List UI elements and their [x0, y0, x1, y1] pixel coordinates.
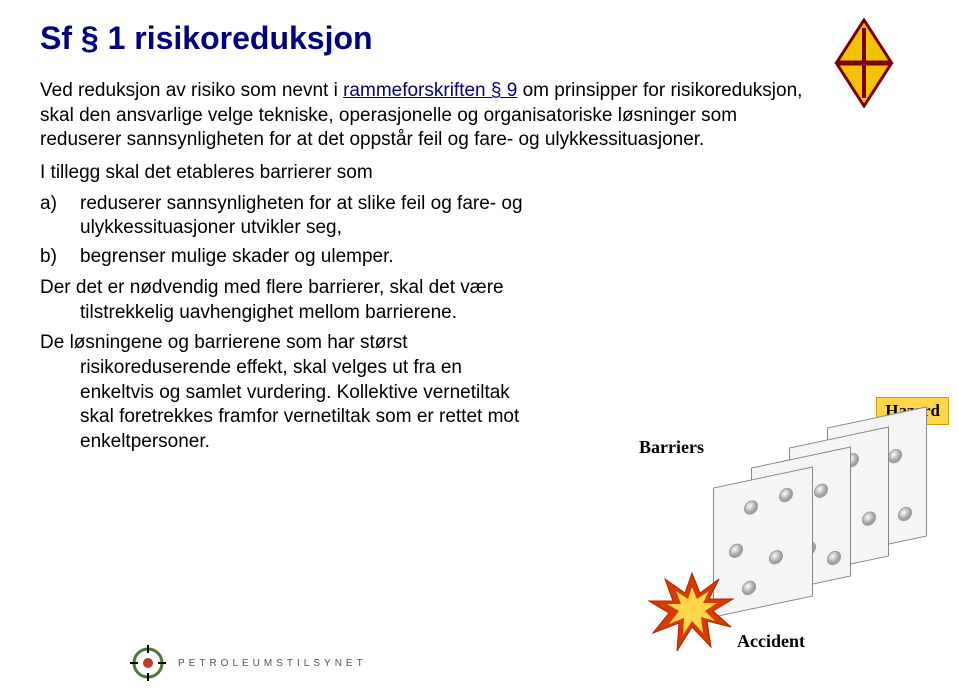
list-marker-b: b)	[40, 245, 80, 270]
footer-text: PETROLEUMSTILSYNET	[178, 658, 367, 669]
link-rammeforskriften[interactable]: rammeforskriften § 9	[343, 80, 517, 101]
list-content-a: reduserer sannsynligheten for at slike f…	[80, 192, 820, 241]
paragraph-1: Ved reduksjon av risiko som nevnt i ramm…	[40, 79, 820, 153]
hazard-symbol-icon	[829, 18, 899, 113]
barriers-label: Barriers	[639, 437, 704, 458]
list-item-a: a) reduserer sannsynligheten for at slik…	[40, 192, 820, 241]
list-marker-a: a)	[40, 192, 80, 241]
target-icon	[130, 645, 166, 681]
explosion-icon	[647, 571, 737, 661]
list-item-b: b) begrenser mulige skader og ulemper.	[40, 245, 820, 270]
para1-text-a: Ved reduksjon av risiko som nevnt i	[40, 80, 343, 101]
paragraph-intro: I tillegg skal det etableres barrierer s…	[40, 161, 820, 186]
list-content-b: begrenser mulige skader og ulemper.	[80, 245, 820, 270]
barriers-diagram: Hazard Barriers	[639, 359, 949, 659]
accident-label: Accident	[737, 631, 805, 652]
slide-title: Sf § 1 risikoreduksjon	[40, 20, 929, 57]
footer-logo: PETROLEUMSTILSYNET	[130, 645, 367, 681]
paragraph-2: Der det er nødvendig med flere barrierer…	[40, 276, 820, 325]
